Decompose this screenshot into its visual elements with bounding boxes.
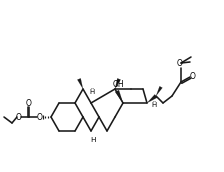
Text: H: H <box>90 137 96 143</box>
Polygon shape <box>147 94 157 103</box>
Text: Ḧ: Ḧ <box>89 89 95 95</box>
Text: Ḧ: Ḧ <box>151 102 157 108</box>
Polygon shape <box>156 86 162 96</box>
Text: O: O <box>16 112 22 121</box>
Text: O: O <box>26 99 32 108</box>
Polygon shape <box>115 90 123 103</box>
Polygon shape <box>115 78 121 89</box>
Text: O: O <box>190 72 196 80</box>
Text: OH: OH <box>112 79 124 89</box>
Text: O: O <box>37 112 43 121</box>
Text: O: O <box>177 58 183 67</box>
Polygon shape <box>77 78 83 89</box>
